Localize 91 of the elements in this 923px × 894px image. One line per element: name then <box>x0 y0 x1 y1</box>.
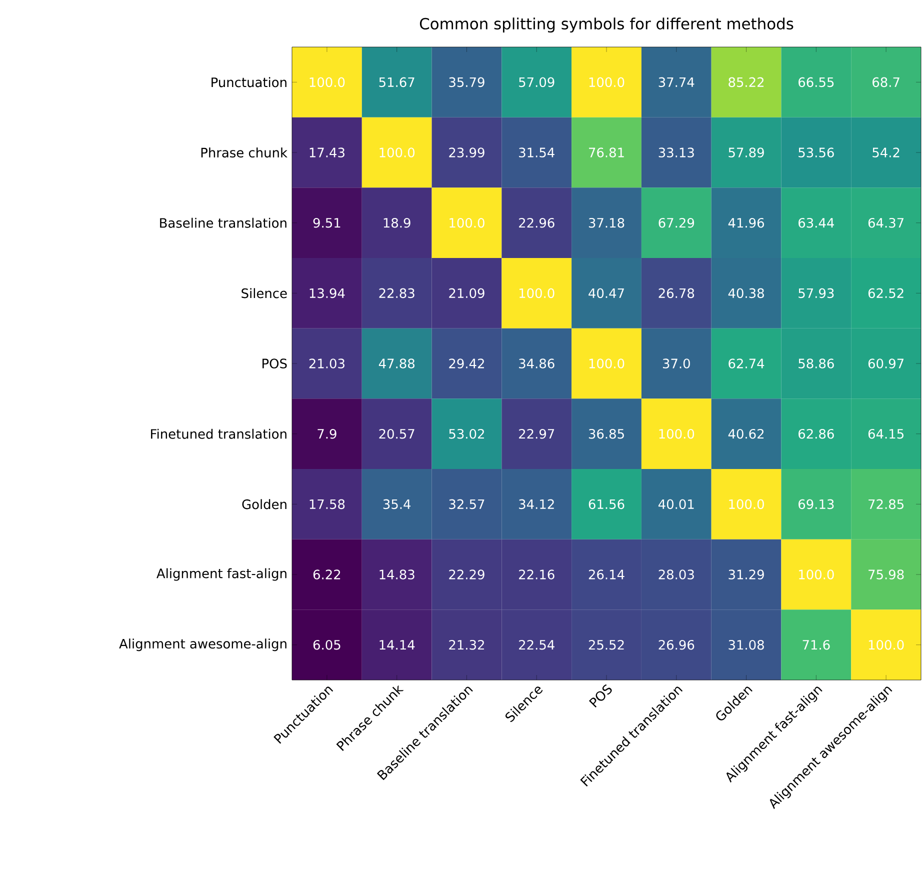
data-label: 14.83 <box>380 570 414 580</box>
data-label: 68.7 <box>872 77 900 88</box>
data-label: 6.22 <box>313 570 340 580</box>
data-label: 51.67 <box>379 77 414 88</box>
data-label: 57.09 <box>519 77 554 88</box>
data-label: 31.29 <box>728 570 764 580</box>
data-label: 18.9 <box>384 218 410 228</box>
data-label: 20.57 <box>379 428 414 439</box>
data-label: 6.05 <box>313 640 340 650</box>
data-label: 40.62 <box>728 428 764 439</box>
data-label: 100.0 <box>659 428 694 439</box>
data-label: 22.83 <box>379 288 414 298</box>
data-label: 33.13 <box>658 148 694 158</box>
data-label: 26.96 <box>658 640 694 650</box>
data-label: 40.38 <box>728 288 764 298</box>
data-label: 32.57 <box>449 499 484 510</box>
data-label: 22.97 <box>519 428 554 439</box>
data-label: 26.78 <box>658 288 694 298</box>
y-tick-label: Finetuned translation <box>151 428 286 439</box>
data-label: 31.08 <box>728 640 764 650</box>
data-label: 37.74 <box>658 77 694 88</box>
data-label: 25.52 <box>588 640 624 650</box>
chart-title: Common splitting symbols for different methods <box>420 18 794 33</box>
data-label: 100.0 <box>868 640 904 650</box>
data-label: 63.44 <box>798 218 834 228</box>
data-label: 28.03 <box>658 570 694 580</box>
data-label: 76.81 <box>589 148 624 158</box>
data-label: 7.9 <box>318 428 336 439</box>
data-label: 9.51 <box>313 218 340 228</box>
data-label: 100.0 <box>380 148 414 158</box>
data-label: 57.89 <box>728 148 764 158</box>
data-label: 71.6 <box>802 640 830 650</box>
data-label: 29.42 <box>449 358 484 368</box>
data-label: 17.58 <box>310 499 345 510</box>
data-label: 61.56 <box>588 499 624 510</box>
data-label: 37.18 <box>588 218 624 228</box>
data-label: 75.98 <box>868 570 904 580</box>
data-label: 64.37 <box>868 218 904 228</box>
data-label: 22.16 <box>519 570 554 580</box>
data-label: 22.54 <box>519 640 554 650</box>
data-label: 64.15 <box>868 428 904 439</box>
data-label: 100.0 <box>589 358 624 368</box>
data-label: 47.88 <box>378 358 414 368</box>
data-label: 62.86 <box>798 428 834 439</box>
y-tick-label: Baseline translation <box>160 218 286 228</box>
data-label: 100.0 <box>520 288 554 298</box>
data-label: 22.96 <box>519 218 554 228</box>
data-label: 31.54 <box>519 148 554 158</box>
data-label: 100.0 <box>799 570 834 580</box>
data-label: 53.02 <box>449 428 484 439</box>
data-label: 21.32 <box>449 640 484 650</box>
data-label: 62.74 <box>728 358 764 368</box>
data-label: 13.94 <box>310 288 345 298</box>
data-label: 57.93 <box>798 288 834 298</box>
data-label: 40.01 <box>658 499 694 510</box>
data-label: 17.43 <box>310 148 344 158</box>
data-label: 23.99 <box>449 148 484 158</box>
y-tick-label: POS <box>262 358 287 368</box>
data-label: 58.86 <box>798 358 834 368</box>
data-label: 22.29 <box>449 570 484 580</box>
data-label: 62.52 <box>868 288 904 298</box>
data-label: 41.96 <box>728 218 764 228</box>
data-label: 37.0 <box>662 358 690 368</box>
data-label: 66.55 <box>798 77 834 88</box>
data-label: 36.85 <box>588 428 624 439</box>
data-label: 34.12 <box>519 499 554 510</box>
data-label: 26.14 <box>588 570 624 580</box>
data-label: 100.0 <box>729 499 764 510</box>
y-tick-label: Phrase chunk <box>201 147 288 158</box>
data-label: 100.0 <box>589 77 624 88</box>
data-label: 14.14 <box>380 640 415 650</box>
y-tick-label: Alignment fast-align <box>156 568 286 581</box>
data-label: 85.22 <box>728 77 764 88</box>
data-label: 35.79 <box>449 77 484 88</box>
data-label: 40.47 <box>588 288 624 298</box>
data-label: 21.03 <box>309 358 344 368</box>
data-label: 100.0 <box>450 218 484 228</box>
data-label: 60.97 <box>868 358 904 368</box>
y-tick-label: Punctuation <box>212 77 286 88</box>
data-label: 34.86 <box>519 358 554 368</box>
y-tick-label: Alignment awesome-align <box>119 638 286 652</box>
y-tick-label: Silence <box>242 288 287 298</box>
data-label: 69.13 <box>798 499 834 510</box>
data-label: 72.85 <box>868 499 904 510</box>
data-label: 53.56 <box>798 148 834 158</box>
data-label: 54.2 <box>872 148 900 158</box>
y-tick-label: Golden <box>242 499 286 510</box>
data-label: 21.09 <box>449 288 484 298</box>
data-label: 67.29 <box>658 218 694 228</box>
data-label: 35.4 <box>383 499 411 510</box>
data-label: 100.0 <box>310 77 345 88</box>
